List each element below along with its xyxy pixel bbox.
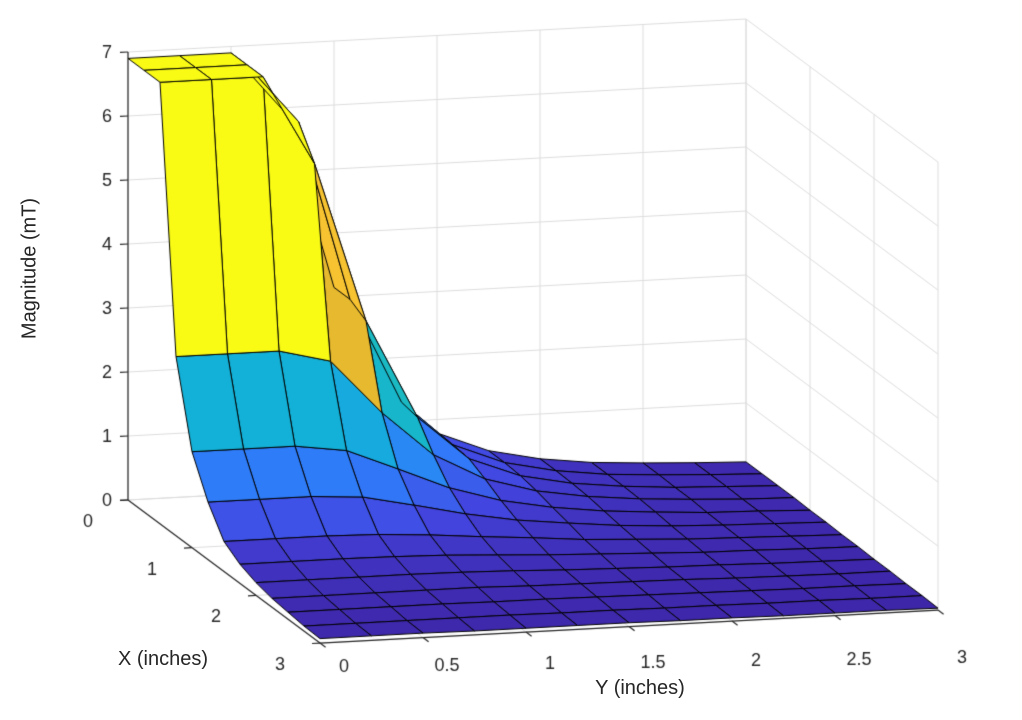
z-axis-label: Magnitude (mT) bbox=[18, 197, 41, 340]
x-axis-label: X (inches) bbox=[117, 648, 209, 670]
y-axis-label: Y (inches) bbox=[595, 677, 685, 699]
